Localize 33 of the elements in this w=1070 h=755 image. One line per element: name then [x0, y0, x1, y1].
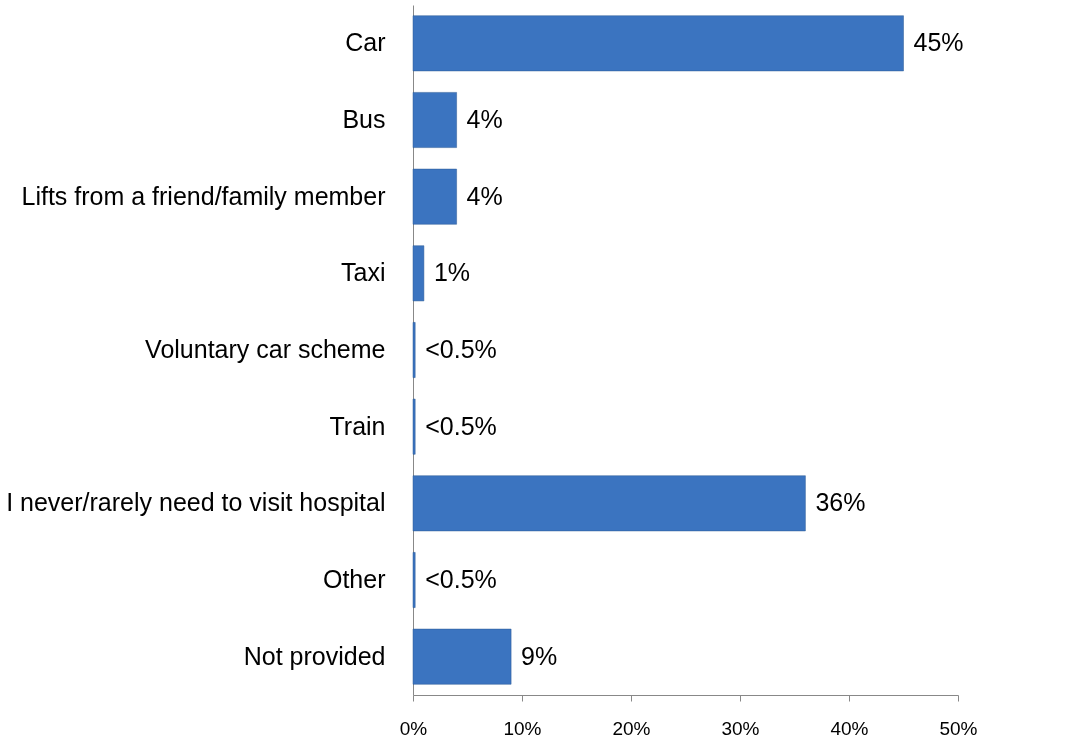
x-tick-label: 50% [939, 717, 978, 739]
y-tick-label: Not provided [243, 641, 386, 670]
data-label: <0.5% [425, 335, 497, 363]
y-tick-label: Train [329, 411, 386, 440]
y-tick-label: Other [322, 565, 386, 593]
x-tick-label: 30% [721, 717, 760, 739]
data-label: 36% [815, 488, 866, 517]
data-label: <0.5% [425, 411, 497, 440]
data-label: 4% [466, 105, 503, 133]
bar [412, 245, 425, 302]
y-tick-label: Lifts from a friend/family member [21, 181, 386, 210]
bar [412, 15, 904, 72]
data-label: 1% [433, 258, 471, 287]
data-label: <0.5% [425, 565, 497, 593]
y-tick-label: I never/rarely need to visit hospital [6, 488, 386, 517]
bar [412, 92, 457, 148]
bar [412, 398, 416, 455]
x-tick-label: 20% [612, 717, 651, 739]
bar [412, 552, 416, 608]
y-tick-label: Car [345, 28, 386, 57]
data-label: 9% [521, 641, 558, 670]
bar [412, 475, 806, 532]
bar [412, 168, 457, 225]
x-tick-label: 40% [830, 717, 869, 739]
y-tick-label: Voluntary car scheme [145, 335, 386, 363]
x-tick-label: 10% [503, 717, 542, 739]
data-label: 4% [466, 181, 503, 210]
data-label: 45% [913, 28, 964, 57]
bar [412, 628, 512, 685]
bar [412, 322, 416, 378]
y-tick-label: Taxi [341, 258, 386, 287]
y-tick-label: Bus [342, 105, 386, 133]
x-tick-label: 0% [399, 717, 428, 739]
